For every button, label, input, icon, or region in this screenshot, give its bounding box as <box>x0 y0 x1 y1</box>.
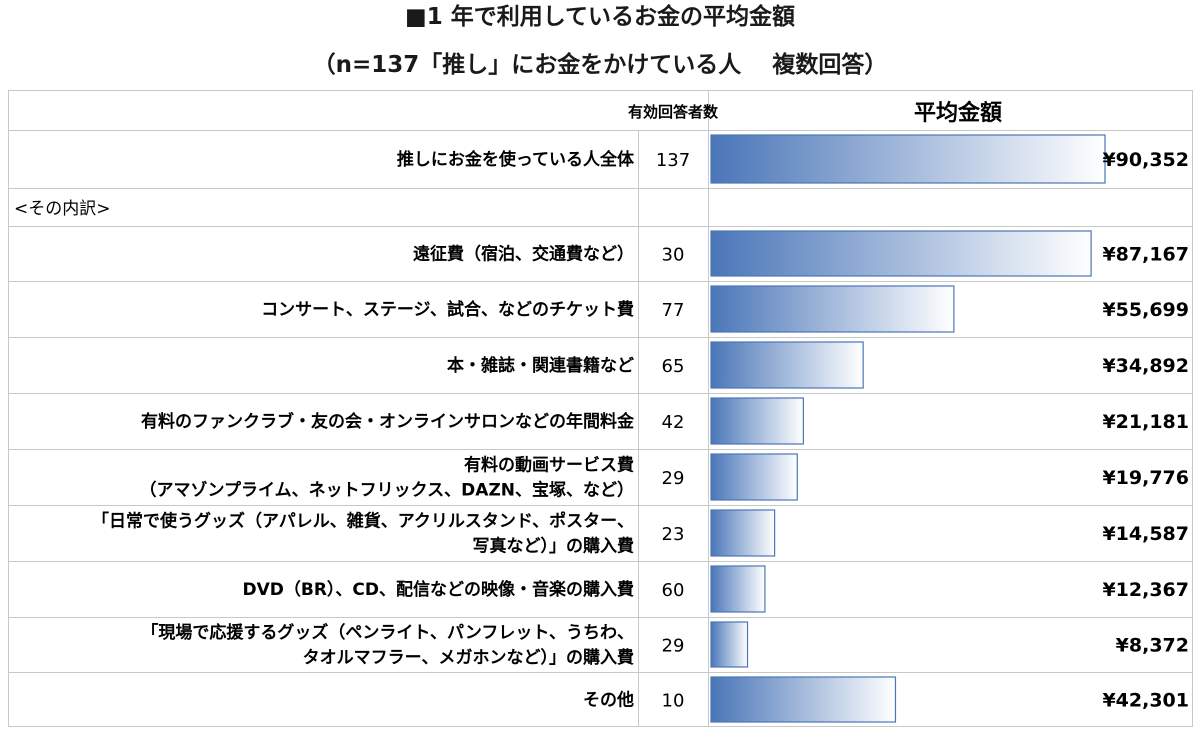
respondents-header: 有効回答者数 <box>628 103 719 121</box>
category-label: 「日常で使うグッズ（アパレル、雑貨、アクリルスタンド、ポスター、 <box>92 511 634 532</box>
chart-row: 有料の動画サービス費 （アマゾンプライム、ネットフリックス、DAZN、宝塚、など）… <box>140 453 1189 501</box>
chart-row: 「現場で応援するグッズ（ペンライト、パンフレット、うちわ、タオルマフラー、メガホ… <box>141 621 1189 668</box>
value-label: ¥34,892 <box>1102 355 1189 377</box>
respondent-count: 29 <box>662 636 685 657</box>
category-label: 有料のファンクラブ・友の会・オンラインサロンなどの年間料金 <box>141 411 635 432</box>
value-label: ¥87,167 <box>1102 244 1189 266</box>
respondent-count: 30 <box>662 245 685 266</box>
category-label: 推しにお金を使っている人全体 <box>397 149 635 170</box>
value-label: ¥21,181 <box>1102 411 1189 433</box>
chart-row: 有料のファンクラブ・友の会・オンラインサロンなどの年間料金 42 ¥21,181 <box>141 397 1189 445</box>
chart-row: DVD（BR）、CD、配信などの映像・音楽の購入費 60 ¥12,367 <box>242 565 1189 613</box>
chart-row: 「日常で使うグッズ（アパレル、雑貨、アクリルスタンド、ポスター、写真など）」の購… <box>92 509 1189 557</box>
category-label: コンサート、ステージ、試合、などのチケット費 <box>261 299 634 320</box>
average-amount-header: 平均金額 <box>914 100 1002 126</box>
respondent-count: 60 <box>662 580 685 601</box>
table-grid <box>8 90 1193 727</box>
respondent-count: 10 <box>662 691 685 712</box>
chart-row: その他 10 ¥42,301 <box>583 676 1189 723</box>
chart-row: 本・雑誌・関連書籍など 65 ¥34,892 <box>447 341 1189 389</box>
bar <box>710 397 804 445</box>
category-label: 写真など）」の購入費 <box>473 536 635 557</box>
category-label: （アマゾンプライム、ネットフリックス、DAZN、宝塚、など） <box>140 480 634 501</box>
bar <box>710 134 1106 184</box>
respondent-count: 23 <box>662 524 685 545</box>
value-label: ¥14,587 <box>1102 523 1189 545</box>
category-label: 遠征費（宿泊、交通費など） <box>413 244 634 265</box>
category-label: 本・雑誌・関連書籍など <box>447 355 634 376</box>
chart-row: 遠征費（宿泊、交通費など） 30 ¥87,167 <box>413 230 1189 277</box>
chart-subtitle: （n=137「推し」にお金をかけている人 複数回答） <box>312 52 888 78</box>
chart-row: コンサート、ステージ、試合、などのチケット費 77 ¥55,699 <box>261 285 1189 333</box>
bar <box>710 565 766 613</box>
chart-row: 推しにお金を使っている人全体 137 ¥90,352 <box>397 134 1189 184</box>
bar-chart: 有効回答者数 平均金額 <その内訳> 推しにお金を使っている人全体 137 ¥90,… <box>8 90 1193 727</box>
value-label: ¥42,301 <box>1102 690 1189 712</box>
bar <box>710 676 897 723</box>
category-label: タオルマフラー、メガホンなど）」の購入費 <box>303 647 634 668</box>
category-label: 「現場で応援するグッズ（ペンライト、パンフレット、うちわ、 <box>141 622 634 643</box>
bar <box>710 230 1092 277</box>
bar <box>710 341 864 389</box>
table-border <box>8 90 1193 727</box>
bar <box>710 285 955 333</box>
respondent-count: 29 <box>662 468 685 489</box>
respondent-count: 65 <box>662 356 685 377</box>
value-label: ¥55,699 <box>1102 299 1189 321</box>
bar <box>710 509 776 557</box>
category-label: DVD（BR）、CD、配信などの映像・音楽の購入費 <box>242 579 634 600</box>
value-label: ¥12,367 <box>1102 579 1189 601</box>
value-label: ¥8,372 <box>1116 635 1189 657</box>
breakdown-label: <その内訳> <box>14 199 111 219</box>
category-label: その他 <box>583 690 634 711</box>
bar <box>710 453 798 501</box>
bar <box>710 621 749 668</box>
chart-rows: 推しにお金を使っている人全体 137 ¥90,352 遠征費（宿泊、交通費など） 30 ¥… <box>92 134 1189 723</box>
chart-title: ■1 年で利用しているお金の平均金額 <box>404 4 796 30</box>
value-label: ¥90,352 <box>1102 149 1189 171</box>
respondent-count: 77 <box>662 300 685 321</box>
category-label: 有料の動画サービス費 <box>464 455 634 476</box>
respondent-count: 42 <box>662 412 685 433</box>
respondent-count: 137 <box>656 150 690 171</box>
value-label: ¥19,776 <box>1102 467 1189 489</box>
